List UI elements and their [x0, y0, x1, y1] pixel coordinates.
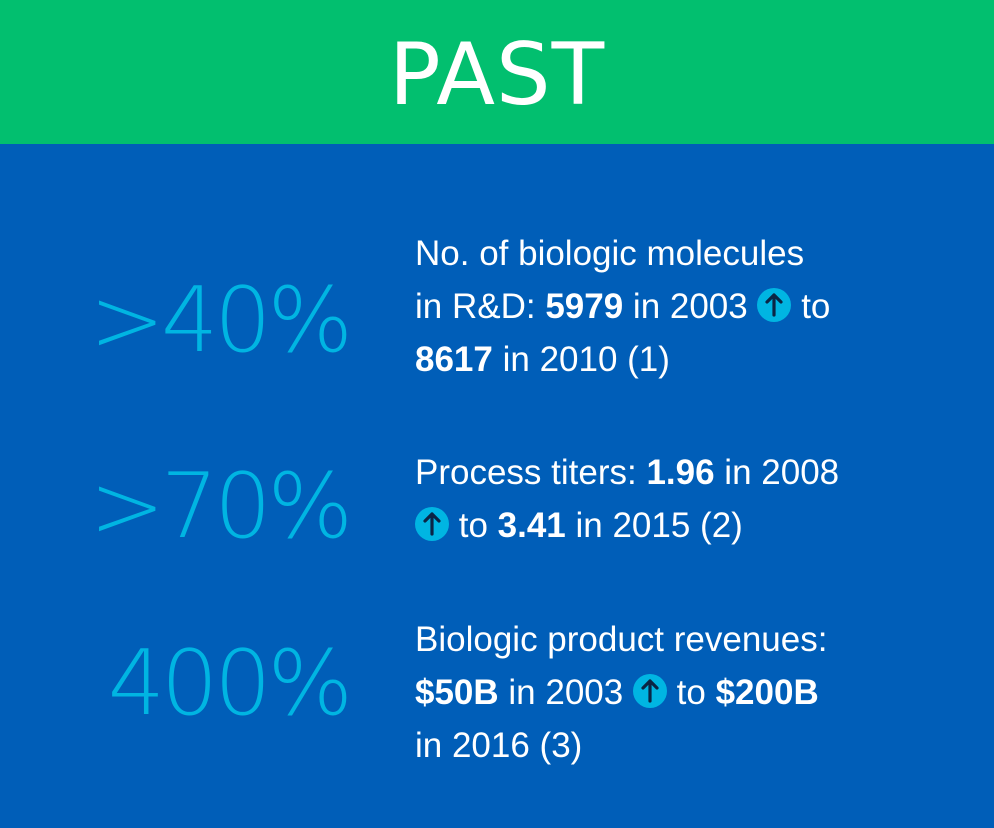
- stat-text: in R&D:: [415, 287, 546, 326]
- stats-panel: >40% No. of biologic molecules in R&D: 5…: [0, 144, 994, 828]
- stat-end-value: $200B: [715, 673, 819, 712]
- stat-text: in 2003: [498, 673, 633, 712]
- stat-text: in 2003: [623, 287, 758, 326]
- stat-description: No. of biologic molecules in R&D: 5979 i…: [415, 227, 975, 386]
- stat-text: to: [449, 506, 498, 545]
- stat-line: 8617 in 2010 (1): [415, 333, 975, 386]
- stat-text: to: [791, 287, 831, 326]
- stat-value: 400%: [107, 631, 353, 736]
- stat-text: in 2015 (2): [565, 506, 743, 545]
- arrow-up-icon: [757, 288, 792, 322]
- stat-description: Biologic product revenues: $50B in 2003 …: [415, 613, 975, 772]
- stat-text: in 2008: [714, 453, 840, 492]
- stat-start-value: $50B: [415, 673, 499, 712]
- stat-end-value: 8617: [415, 340, 493, 379]
- stat-line: in R&D: 5979 in 2003 to: [415, 280, 975, 333]
- stat-value: >70%: [89, 454, 353, 559]
- arrow-up-icon: [632, 674, 667, 708]
- stat-start-value: 5979: [545, 287, 624, 326]
- stat-text: No. of biologic molecules: [415, 234, 805, 273]
- stat-line: in 2016 (3): [415, 719, 975, 772]
- stat-start-value: 1.96: [646, 453, 715, 492]
- stat-line: $50B in 2003 to $200B: [415, 666, 975, 719]
- stat-end-value: 3.41: [497, 506, 566, 545]
- stat-text: to: [666, 673, 716, 712]
- stat-text: in 2016 (3): [415, 726, 583, 765]
- stat-line: No. of biologic molecules: [415, 227, 975, 280]
- stat-value: >40%: [89, 268, 353, 373]
- arrow-up-icon: [415, 507, 449, 541]
- stat-text: Process titers:: [415, 453, 647, 492]
- stat-line: Biologic product revenues:: [415, 613, 975, 666]
- stat-line: to 3.41 in 2015 (2): [415, 499, 975, 552]
- header-banner: PAST: [0, 0, 994, 144]
- page-title: PAST: [388, 25, 606, 125]
- stat-text: in 2010 (1): [492, 340, 670, 379]
- stat-line: Process titers: 1.96 in 2008: [415, 446, 975, 499]
- stat-text: Biologic product revenues:: [415, 620, 828, 659]
- stat-description: Process titers: 1.96 in 2008 to 3.41 in …: [415, 446, 975, 552]
